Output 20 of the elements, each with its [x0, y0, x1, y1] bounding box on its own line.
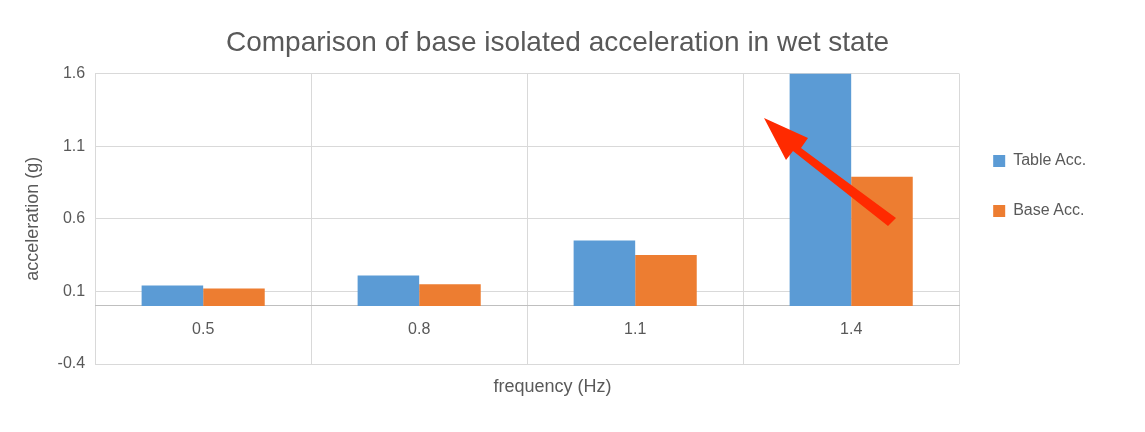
y-tick-label: 0.6 — [62, 209, 86, 227]
x-tick-label: 1.4 — [840, 319, 863, 337]
bar — [573, 240, 636, 306]
y-tick-label: -0.4 — [57, 354, 86, 372]
x-axis-title: frequency (Hz) — [492, 376, 613, 397]
y-tick-label: 0.1 — [62, 281, 86, 299]
bar — [357, 275, 420, 306]
x-tick-label: 1.1 — [624, 319, 647, 337]
legend-label: Table Acc. — [1013, 151, 1087, 169]
x-tick-label: 0.8 — [408, 319, 431, 337]
bar — [203, 288, 265, 306]
chart-title: Comparison of base isolated acceleration in wet state — [225, 25, 890, 57]
y-axis-title: acceleration (g) — [21, 156, 42, 281]
bar — [419, 284, 481, 306]
bar — [141, 285, 204, 306]
legend-label: Base Acc. — [1013, 201, 1085, 219]
bar — [635, 255, 697, 306]
y-tick-label: 1.1 — [62, 136, 86, 154]
x-tick-label: 0.5 — [192, 319, 215, 337]
y-tick-label: 1.6 — [62, 64, 86, 82]
